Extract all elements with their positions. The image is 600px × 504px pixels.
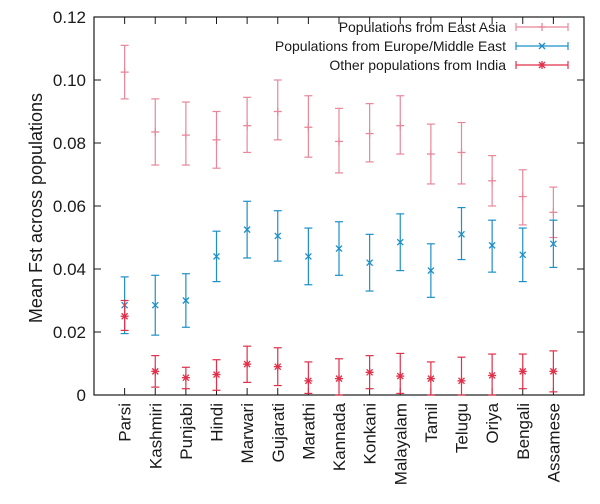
data-point-series-1	[212, 135, 221, 144]
data-point-series-1	[120, 68, 129, 77]
y-tick-label: 0.10	[53, 71, 86, 90]
data-point-series-1	[304, 123, 313, 132]
data-point-series-3	[396, 372, 405, 381]
data-point-series-3	[120, 312, 129, 321]
y-tick-label: 0.04	[53, 260, 86, 279]
data-point-series-2	[396, 238, 404, 246]
data-point-series-2	[488, 241, 496, 249]
data-point-series-3	[365, 368, 374, 377]
data-point-series-3	[243, 360, 252, 369]
x-tick-label-bengali: Bengali	[514, 403, 533, 460]
data-point-series-2	[519, 251, 527, 259]
x-tick-label-kannada: Kannada	[330, 402, 349, 471]
x-tick-label-punjabi: Punjabi	[177, 403, 196, 460]
x-tick-label-hindi: Hindi	[208, 403, 227, 442]
data-point-series-3	[488, 371, 497, 380]
x-tick-label-malayalam: Malayalam	[391, 403, 410, 485]
data-point-series-3	[549, 367, 558, 376]
data-point-series-1	[181, 131, 190, 140]
x-tick-label-kashmiri: Kashmiri	[146, 403, 165, 469]
data-point-series-2	[274, 232, 282, 240]
legend-marker-3	[538, 61, 546, 69]
y-tick-label: 0.06	[53, 197, 86, 216]
x-tick-label-marwari: Marwari	[238, 403, 257, 463]
x-tick-label-oriya: Oriya	[483, 402, 502, 443]
data-point-series-1	[488, 176, 497, 185]
data-point-series-1	[273, 107, 282, 116]
legend-label-2: Populations from Europe/Middle East	[275, 38, 506, 54]
y-axis-title: Mean Fst across populations	[26, 93, 46, 323]
x-tick-label-telugu: Telugu	[453, 403, 472, 453]
data-point-series-1	[457, 148, 466, 157]
data-point-series-2	[243, 226, 251, 234]
x-tick-label-konkani: Konkani	[361, 403, 380, 464]
y-tick-label: 0.08	[53, 134, 86, 153]
data-point-series-2	[151, 301, 159, 309]
data-point-series-3	[181, 373, 190, 382]
data-point-series-2	[335, 245, 343, 252]
data-point-series-3	[304, 376, 313, 385]
data-point-series-2	[304, 252, 312, 260]
data-point-series-1	[396, 121, 405, 130]
data-point-series-2	[182, 297, 190, 304]
data-point-series-1	[151, 127, 160, 136]
data-point-series-2	[213, 252, 220, 260]
data-point-series-3	[518, 367, 527, 376]
data-point-series-2	[549, 240, 557, 248]
x-tick-label-gujarati: Gujarati	[269, 403, 288, 463]
data-point-series-3	[335, 374, 343, 383]
x-tick-label-marathi: Marathi	[299, 403, 318, 460]
y-tick-label: 0.12	[53, 8, 86, 27]
data-point-series-3	[151, 367, 160, 376]
legend-label-1: Populations from East Asia	[339, 19, 507, 35]
x-tick-label-assamese: Assamese	[544, 403, 563, 482]
x-tick-label-tamil: Tamil	[422, 403, 441, 443]
data-point-series-1	[426, 150, 435, 159]
legend-label-3: Other populations from India	[329, 57, 506, 73]
data-point-series-1	[243, 121, 252, 130]
data-point-series-1	[365, 129, 374, 138]
data-point-series-2	[366, 259, 374, 267]
legend-marker-1	[538, 23, 546, 31]
data-point-series-2	[427, 267, 435, 275]
data-point-series-1	[335, 137, 343, 146]
data-point-series-1	[518, 192, 527, 201]
x-tick-label-parsi: Parsi	[116, 403, 135, 442]
legend-marker-2	[538, 42, 546, 50]
y-tick-label: 0	[77, 386, 86, 405]
y-tick-label: 0.02	[53, 323, 86, 342]
data-point-series-1	[549, 208, 558, 217]
data-point-series-3	[426, 374, 435, 383]
data-point-series-3	[457, 376, 466, 385]
plot-frame	[93, 16, 585, 396]
data-point-series-3	[273, 362, 282, 371]
data-point-series-3	[212, 370, 221, 379]
data-point-series-2	[458, 230, 465, 238]
